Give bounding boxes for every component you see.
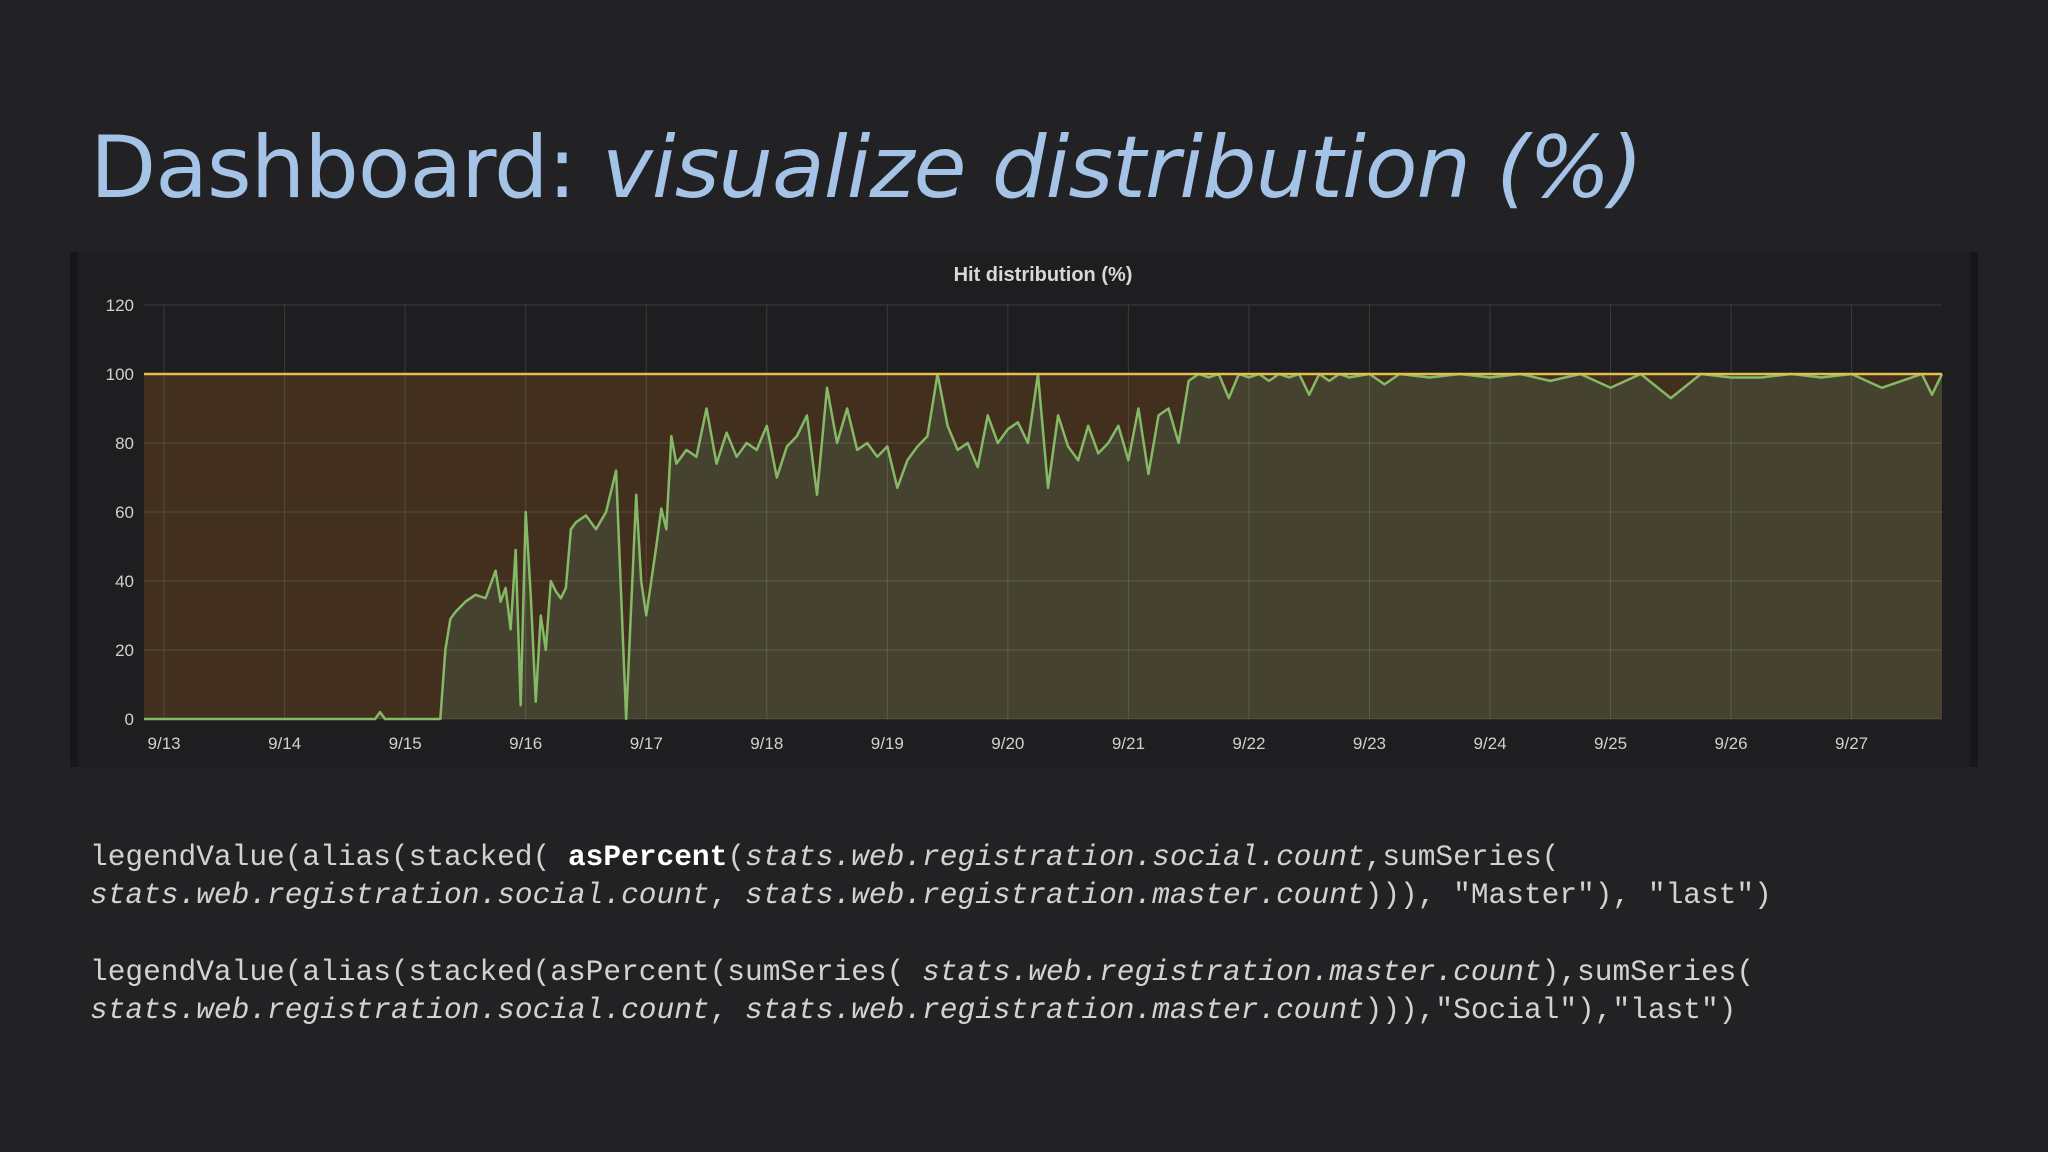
x-tick-label: 9/19 [871,734,904,753]
code-metric: stats.web.registration.social.count [90,993,710,1027]
y-tick-label: 120 [106,296,134,315]
x-tick-label: 9/16 [509,734,542,753]
y-tick-label: 100 [106,365,134,384]
x-tick-label: 9/13 [148,734,181,753]
x-tick-label: 9/25 [1594,734,1627,753]
x-tick-label: 9/21 [1112,734,1145,753]
code-metric: stats.web.registration.master.count [745,993,1365,1027]
title-prefix: Dashboard: [90,118,577,218]
slide-title: Dashboard: visualize distribution (%) [90,118,1643,218]
code-metric: stats.web.registration.master.count [745,878,1365,912]
x-tick-label: 9/20 [991,734,1024,753]
x-tick-label: 9/14 [268,734,301,753]
code-metric: stats.web.registration.master.count [922,955,1542,989]
code-text: , [709,993,746,1027]
x-tick-label: 9/22 [1232,734,1265,753]
x-tick-label: 9/17 [630,734,663,753]
x-tick-label: 9/26 [1715,734,1748,753]
code-text: legendValue(alias(stacked(asPercent(sumS… [90,955,923,989]
code-text: legendValue(alias(stacked( [90,840,568,874]
code-line-2: stats.web.registration.social.count, sta… [90,876,1772,914]
social-series-line [144,372,1944,721]
x-tick-label: 9/24 [1473,734,1506,753]
code-metric: stats.web.registration.social.count [90,878,710,912]
chart-title: Hit distribution (%) [954,264,1133,286]
code-line-3: legendValue(alias(stacked(asPercent(sumS… [90,953,1754,991]
x-tick-label: 9/27 [1835,734,1868,753]
code-text: ( [727,840,746,874]
y-tick-label: 20 [115,641,134,660]
y-tick-label: 0 [125,710,134,729]
code-text: ))), "Master"), "last") [1364,878,1772,912]
code-text: ))),"Social"),"last") [1364,993,1737,1027]
code-metric: stats.web.registration.social.count [745,840,1365,874]
code-line-4: stats.web.registration.social.count, sta… [90,991,1736,1029]
x-tick-label: 9/15 [389,734,422,753]
social-area [144,374,1942,719]
code-text: ),sumSeries( [1541,955,1755,989]
x-tick-label: 9/23 [1353,734,1386,753]
y-tick-label: 40 [115,572,134,591]
title-emphasis: visualize distribution (%) [601,118,1643,218]
code-text: ,sumSeries( [1364,840,1560,874]
y-tick-label: 60 [115,503,134,522]
code-line-1: legendValue(alias(stacked( asPercent(sta… [90,838,1559,876]
code-function-highlight: asPercent [567,840,728,874]
y-tick-label: 80 [115,434,134,453]
chart-panel: Hit distribution (%) 0 20 40 60 80 100 120 9/13 9… [70,252,1978,767]
x-tick-label: 9/18 [750,734,783,753]
hit-distribution-chart: Hit distribution (%) 0 20 40 60 80 100 120 9/13 9… [106,264,1944,753]
code-text: , [709,878,746,912]
